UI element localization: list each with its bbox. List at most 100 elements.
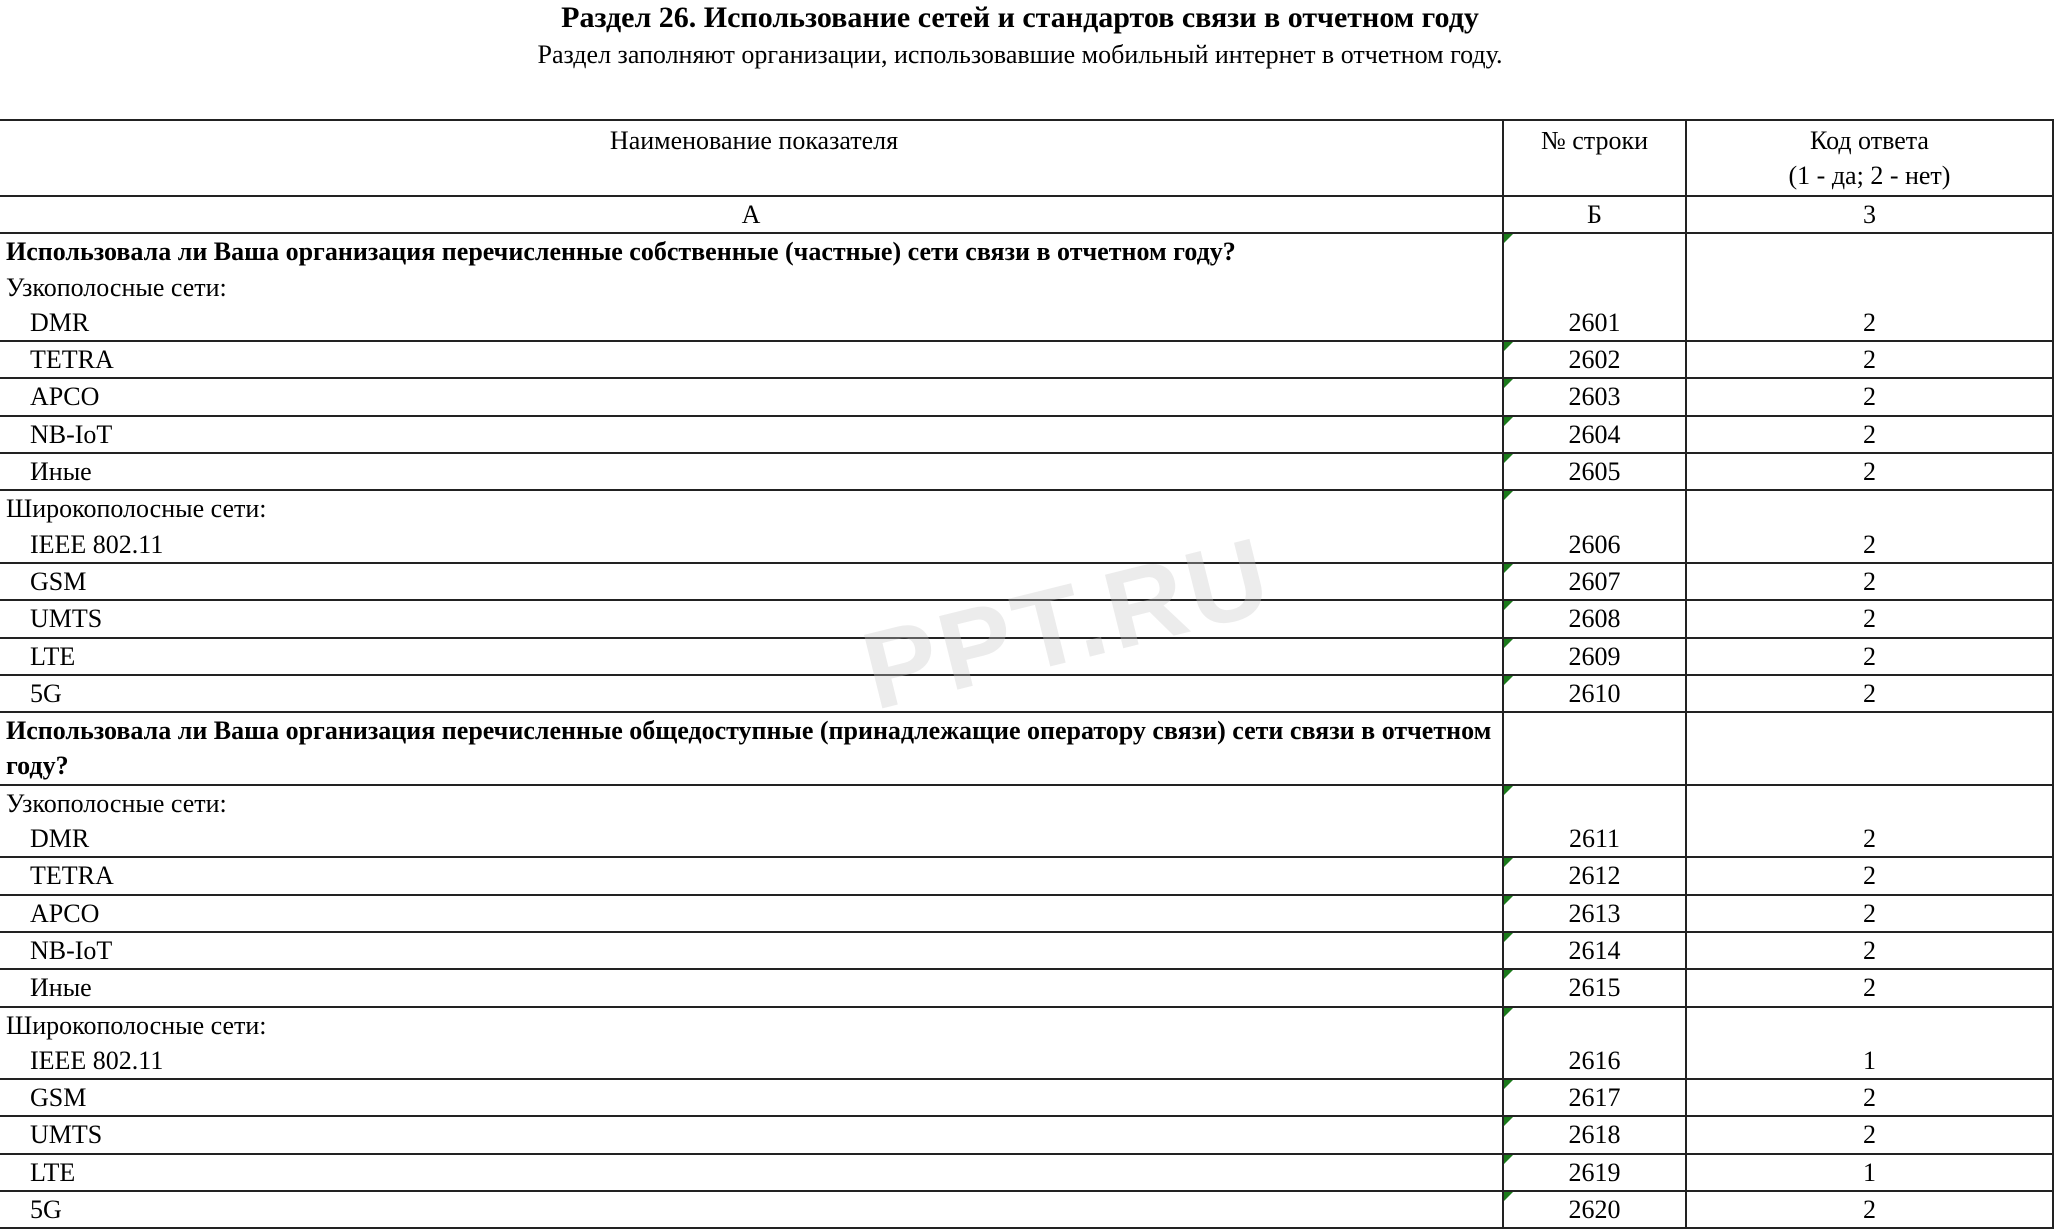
answer-cell[interactable]: 2 [1685,452,2054,492]
cell-marker-icon [1504,1007,1513,1017]
network-label: IEEE 802.11 [30,529,164,559]
cell-marker-icon [1504,1117,1513,1127]
answer-cell[interactable]: 2 [1685,377,2054,417]
cell-marker-icon [1504,379,1513,389]
answer-cell[interactable]: 2 [1685,599,2054,639]
row-number: 2616 [1568,1045,1621,1075]
answer-cell[interactable]: 2 [1685,1190,2054,1229]
answer-cell[interactable]: 2 [1685,783,2054,859]
row-number: 2601 [1568,307,1621,337]
header-code-label: Код ответа [1810,126,1929,155]
row-number-cell: 2603 [1502,377,1687,417]
row-number-cell: 2611 [1502,783,1687,859]
row-number-cell: 2618 [1502,1115,1687,1155]
row-number: 2608 [1568,604,1621,634]
network-label: TETRA [30,861,114,891]
table-row: Иные 2615 2 [0,968,2054,1008]
row-number: 2612 [1568,861,1621,891]
table-row: TETRA 2602 2 [0,340,2054,380]
row-number: 2609 [1568,641,1621,671]
table-row: GSM 2617 2 [0,1078,2054,1118]
row-number-cell: 2615 [1502,968,1687,1008]
table-row: NB-IoT 2604 2 [0,414,2054,455]
cell-marker-icon [1504,1154,1513,1164]
cell-marker-icon [1504,932,1513,942]
row-number: 2617 [1568,1083,1621,1113]
header-row-no-label: № строки [1540,126,1649,155]
table-row: Иные 2605 2 [0,452,2054,492]
answer-cell[interactable]: 2 [1685,1115,2054,1155]
question-text: Использовала ли Ваша организация перечис… [6,716,1492,781]
table-row: Использовала ли Ваша организация перечис… [0,232,2054,343]
header-name-label: Наименование показателя [609,126,899,155]
header-row: Наименование показателя № строки Код отв… [0,119,2054,197]
header-name: Наименование показателя [0,119,1504,197]
table-row: Узкополосные сети: DMR 2611 2 [0,783,2054,859]
table-row: NB-IoT 2614 2 [0,930,2054,971]
network-label: APCO [30,382,100,412]
cell-marker-icon [1504,601,1513,611]
answer-cell[interactable]: 1 [1685,1005,2054,1081]
indicator-cell: TETRA [0,856,1504,896]
table-row: 5G 2620 2 [0,1190,2054,1229]
indicator-cell: Широкополосные сети: IEEE 802.11 [0,489,1504,564]
network-label: GSM [30,566,87,596]
section-subtitle: Раздел заполняют организации, использова… [537,40,1503,69]
row-number: 2615 [1568,973,1621,1003]
answer-cell[interactable]: 2 [1685,673,2054,714]
row-number-cell: 2605 [1502,452,1687,492]
row-number-cell: 2620 [1502,1190,1687,1229]
answer-cell[interactable]: 1 [1685,1152,2054,1193]
row-number: 2610 [1568,678,1621,708]
indicator-cell: Использовала ли Ваша организация перечис… [0,711,1504,786]
network-label: TETRA [30,345,114,375]
table-row: APCO 2613 2 [0,893,2054,933]
network-label: UMTS [30,1120,103,1150]
table-body: Использовала ли Ваша организация перечис… [0,232,2054,1229]
column-letters-row: А Б 3 [0,194,2054,235]
answer-cell[interactable]: 2 [1685,561,2054,602]
answer-cell[interactable]: 2 [1685,636,2054,676]
indicator-cell: UMTS [0,599,1504,639]
indicator-cell: 5G [0,673,1504,714]
row-number: 2607 [1568,566,1621,596]
network-label: DMR [30,824,90,854]
table-row: LTE 2609 2 [0,636,2054,676]
answer-cell[interactable]: 2 [1685,930,2054,971]
cell-marker-icon [1504,1080,1513,1090]
network-label: GSM [30,1083,87,1113]
row-number-cell: 2608 [1502,599,1687,639]
network-label: 5G [30,1195,62,1225]
network-label: NB-IoT [30,935,113,965]
answer-cell[interactable]: 2 [1685,489,2054,564]
cell-marker-icon [1504,1192,1513,1202]
row-number: 2605 [1568,457,1621,487]
indicator-cell: Узкополосные сети: DMR [0,783,1504,859]
cell-marker-icon [1504,454,1513,464]
row-number: 2620 [1568,1195,1621,1225]
indicator-cell: LTE [0,1152,1504,1193]
network-label: 5G [30,678,62,708]
answer-cell[interactable]: 2 [1685,968,2054,1008]
answer-cell[interactable] [1685,711,2054,786]
row-number: 2602 [1568,345,1621,375]
table-row: UMTS 2618 2 [0,1115,2054,1155]
answer-cell[interactable]: 2 [1685,340,2054,380]
answer-cell[interactable]: 2 [1685,1078,2054,1118]
header-code-legend: (1 - да; 2 - нет) [1788,161,1951,191]
row-number: 2604 [1568,419,1621,449]
row-number: 2611 [1568,824,1621,854]
answer-cell[interactable]: 2 [1685,232,2054,343]
answer-cell[interactable]: 2 [1685,856,2054,896]
answer-cell[interactable]: 2 [1685,414,2054,455]
letter-c: 3 [1685,194,2054,235]
network-label: LTE [30,641,76,671]
network-label: Иные [30,457,92,487]
indicator-cell: UMTS [0,1115,1504,1155]
row-number-cell: 2617 [1502,1078,1687,1118]
header-code: Код ответа (1 - да; 2 - нет) [1685,119,2054,197]
network-label: APCO [30,898,100,928]
table-row: TETRA 2612 2 [0,856,2054,896]
group-label: Узкополосные сети: [6,272,227,302]
answer-cell[interactable]: 2 [1685,893,2054,933]
